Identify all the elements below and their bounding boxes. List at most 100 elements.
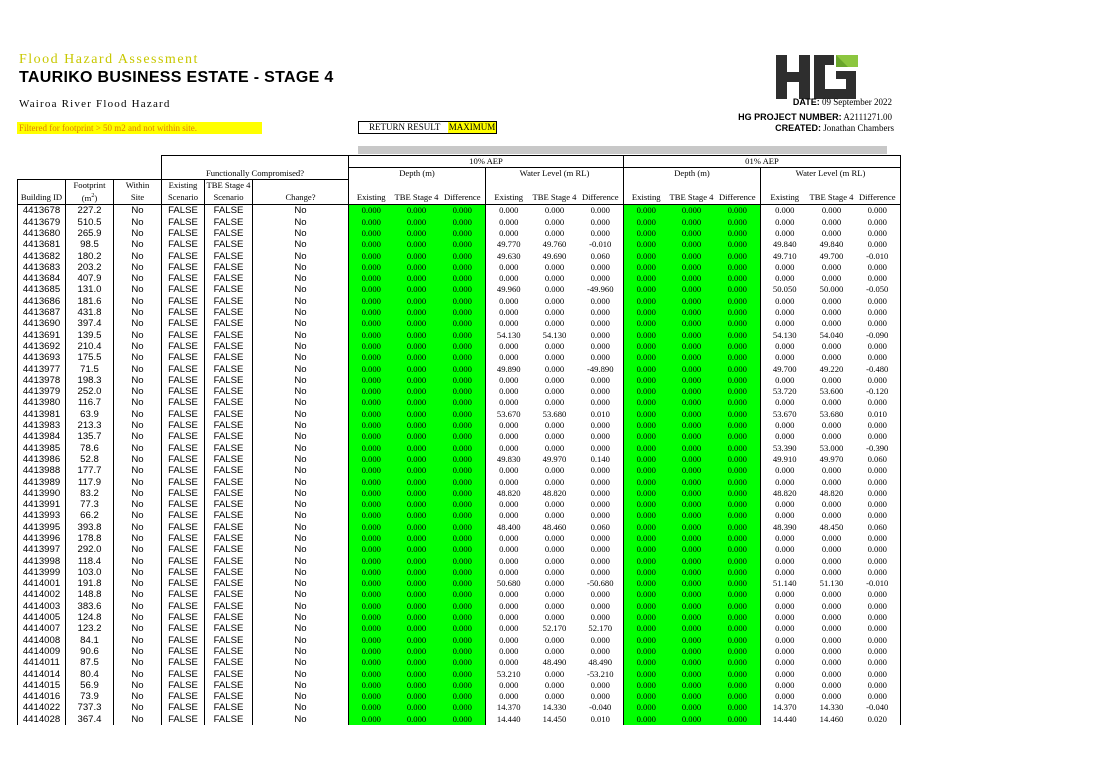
footprint-area-cell: 63.9 [65, 408, 114, 420]
w10-diff-cell: 0.000 [590, 374, 610, 385]
within-site-cell: No [113, 397, 162, 409]
d10-tbe-cell: 0.000 [393, 645, 440, 658]
table-row: 4413984 135.7 No FALSE FALSE No 0.000 0.000 0.00… [17, 431, 901, 443]
d01-diff-cell: 0.000 [714, 239, 761, 251]
d01-tbe-cell: 0.000 [668, 702, 715, 714]
footprint-area-cell: 431.8 [65, 306, 114, 319]
tbe-scenario-cell: FALSE [204, 510, 253, 522]
tbe-scenario-cell: FALSE [204, 239, 253, 251]
building-id-cell: 4413683 [17, 261, 66, 274]
tbe-scenario-cell: FALSE [204, 340, 253, 353]
change-cell: No [252, 600, 349, 612]
w10-diff-cell: 0.000 [590, 544, 610, 555]
d01-existing-cell: 0.000 [623, 453, 669, 466]
footprint-area-cell: 83.2 [65, 487, 114, 499]
d10-diff-cell: 0.000 [439, 374, 486, 386]
d01-tbe-cell: 0.000 [668, 442, 715, 454]
table-row: 4413690 397.4 No FALSE FALSE No 0.000 0.000 0.00… [17, 318, 901, 330]
w01-diff-cell: 0.000 [854, 634, 901, 646]
d01-existing-cell: 0.000 [623, 442, 669, 454]
d01-existing-cell: 0.000 [623, 668, 669, 680]
w10-diff-cell: 0.000 [590, 295, 610, 306]
d01-existing-cell: 0.000 [623, 645, 669, 658]
w01-existing-cell: 48.390 [760, 521, 809, 533]
site-header: Site [113, 191, 162, 206]
tbe-scenario-cell: FALSE [204, 261, 253, 274]
w10-diff-cell: 0.000 [590, 329, 610, 340]
w01-existing-cell: 49.910 [760, 453, 809, 466]
w10-existing-cell: 49.770 [485, 239, 532, 251]
d01-tbe-cell: 0.000 [668, 634, 715, 646]
d10-tbe-cell: 0.000 [393, 465, 440, 477]
d10-diff-cell: 0.000 [439, 498, 486, 511]
existing-scenario-cell: FALSE [161, 340, 205, 353]
table-row: 4413995 393.8 No FALSE FALSE No 0.000 0.000 0.00… [17, 521, 901, 533]
d01-tbe-cell: 0.000 [668, 555, 715, 567]
w01-existing-cell: 0.000 [760, 273, 809, 285]
w01-diff-cell: 0.000 [854, 566, 901, 579]
w10-tbe-cell: 0.000 [544, 273, 565, 284]
within-site-cell: No [113, 273, 162, 285]
d01-existing-cell: 0.000 [623, 352, 669, 364]
w10-tbe-cell: 0.000 [544, 476, 565, 487]
date-line: DATE: 09 September 2022 [792, 97, 892, 107]
tbe-scenario-cell: FALSE [204, 634, 253, 646]
d01-existing-cell: 0.000 [623, 510, 669, 522]
header-shade-bar [358, 146, 887, 154]
w01-tbe-cell: 49.970 [819, 453, 844, 464]
w10-existing-cell: 0.000 [485, 589, 532, 601]
tbe-scenario-cell: FALSE [204, 623, 253, 635]
change-cell: No [252, 611, 349, 624]
footprint-area-cell: 407.9 [65, 273, 114, 285]
footprint-area-cell: 124.8 [65, 611, 114, 624]
within-site-cell: No [113, 442, 162, 454]
w01-tbe-cell: 0.000 [821, 216, 842, 227]
tbe-scenario-cell: FALSE [204, 284, 253, 296]
d01-diff-cell: 0.000 [714, 273, 761, 285]
building-id-cell: 4414022 [17, 702, 66, 714]
d01-diff-cell: 0.000 [714, 702, 761, 714]
d10-existing-cell: 0.000 [348, 295, 394, 307]
w01-existing-cell: 48.820 [760, 487, 809, 499]
w10-existing-cell: 0.000 [485, 476, 532, 488]
footprint-area-cell: 227.2 [65, 204, 114, 217]
d10-tbe-cell: 0.000 [393, 374, 440, 386]
d10-diff-cell: 0.000 [439, 589, 486, 601]
w01-tbe-cell: 49.220 [819, 363, 844, 374]
d10-diff-cell: 0.000 [439, 295, 486, 307]
change-cell: No [252, 623, 349, 635]
w10-tbe-cell: 0.000 [544, 307, 565, 318]
w10-tbe-cell: 48.460 [542, 521, 567, 532]
w01-diff-cell: 0.000 [854, 340, 901, 353]
d01-tbe-cell: 0.000 [668, 578, 715, 590]
d10-diff-cell: 0.000 [439, 306, 486, 319]
w01-existing-cell: 0.000 [760, 352, 809, 364]
w10-existing-cell: 0.000 [485, 397, 532, 409]
d10-diff-cell: 0.000 [439, 476, 486, 488]
building-id-cell: 4414016 [17, 691, 66, 703]
d01-diff-cell: 0.000 [714, 329, 761, 341]
w01-diff-cell: 0.000 [854, 295, 901, 307]
w01-existing-cell: 0.000 [760, 532, 809, 545]
tbe-scenario-cell: FALSE [204, 397, 253, 409]
w01-existing-cell: 0.000 [760, 668, 809, 680]
water-level-01-header: Water Level (m RL) [760, 167, 901, 180]
d01-existing-cell: 0.000 [623, 679, 669, 692]
d01-tbe-cell: 0.000 [668, 691, 715, 703]
w10-tbe-cell: 0.000 [544, 645, 565, 656]
w10-diff-cell: 0.000 [590, 273, 610, 284]
table-row: 4414009 90.6 No FALSE FALSE No 0.000 0.000 0.000… [17, 645, 901, 658]
d10-existing-cell: 0.000 [348, 442, 394, 454]
tbe-scenario-cell: FALSE [204, 611, 253, 624]
tbe-scenario-cell: FALSE [204, 498, 253, 511]
existing-scenario-cell: FALSE [161, 284, 205, 296]
table-row: 4413989 117.9 No FALSE FALSE No 0.000 0.000 0.00… [17, 476, 901, 488]
d01-diff-cell: 0.000 [714, 374, 761, 386]
d01-diff-cell: 0.000 [714, 713, 761, 725]
w10-tbe-cell: 0.000 [544, 227, 565, 238]
w01-tbe-cell: 14.460 [819, 713, 844, 724]
w10-existing-cell: 0.000 [485, 340, 532, 353]
w01-diff-cell: 0.000 [854, 623, 901, 635]
d10-diff-cell: 0.000 [439, 227, 486, 240]
tbe-scenario-cell: FALSE [204, 600, 253, 612]
